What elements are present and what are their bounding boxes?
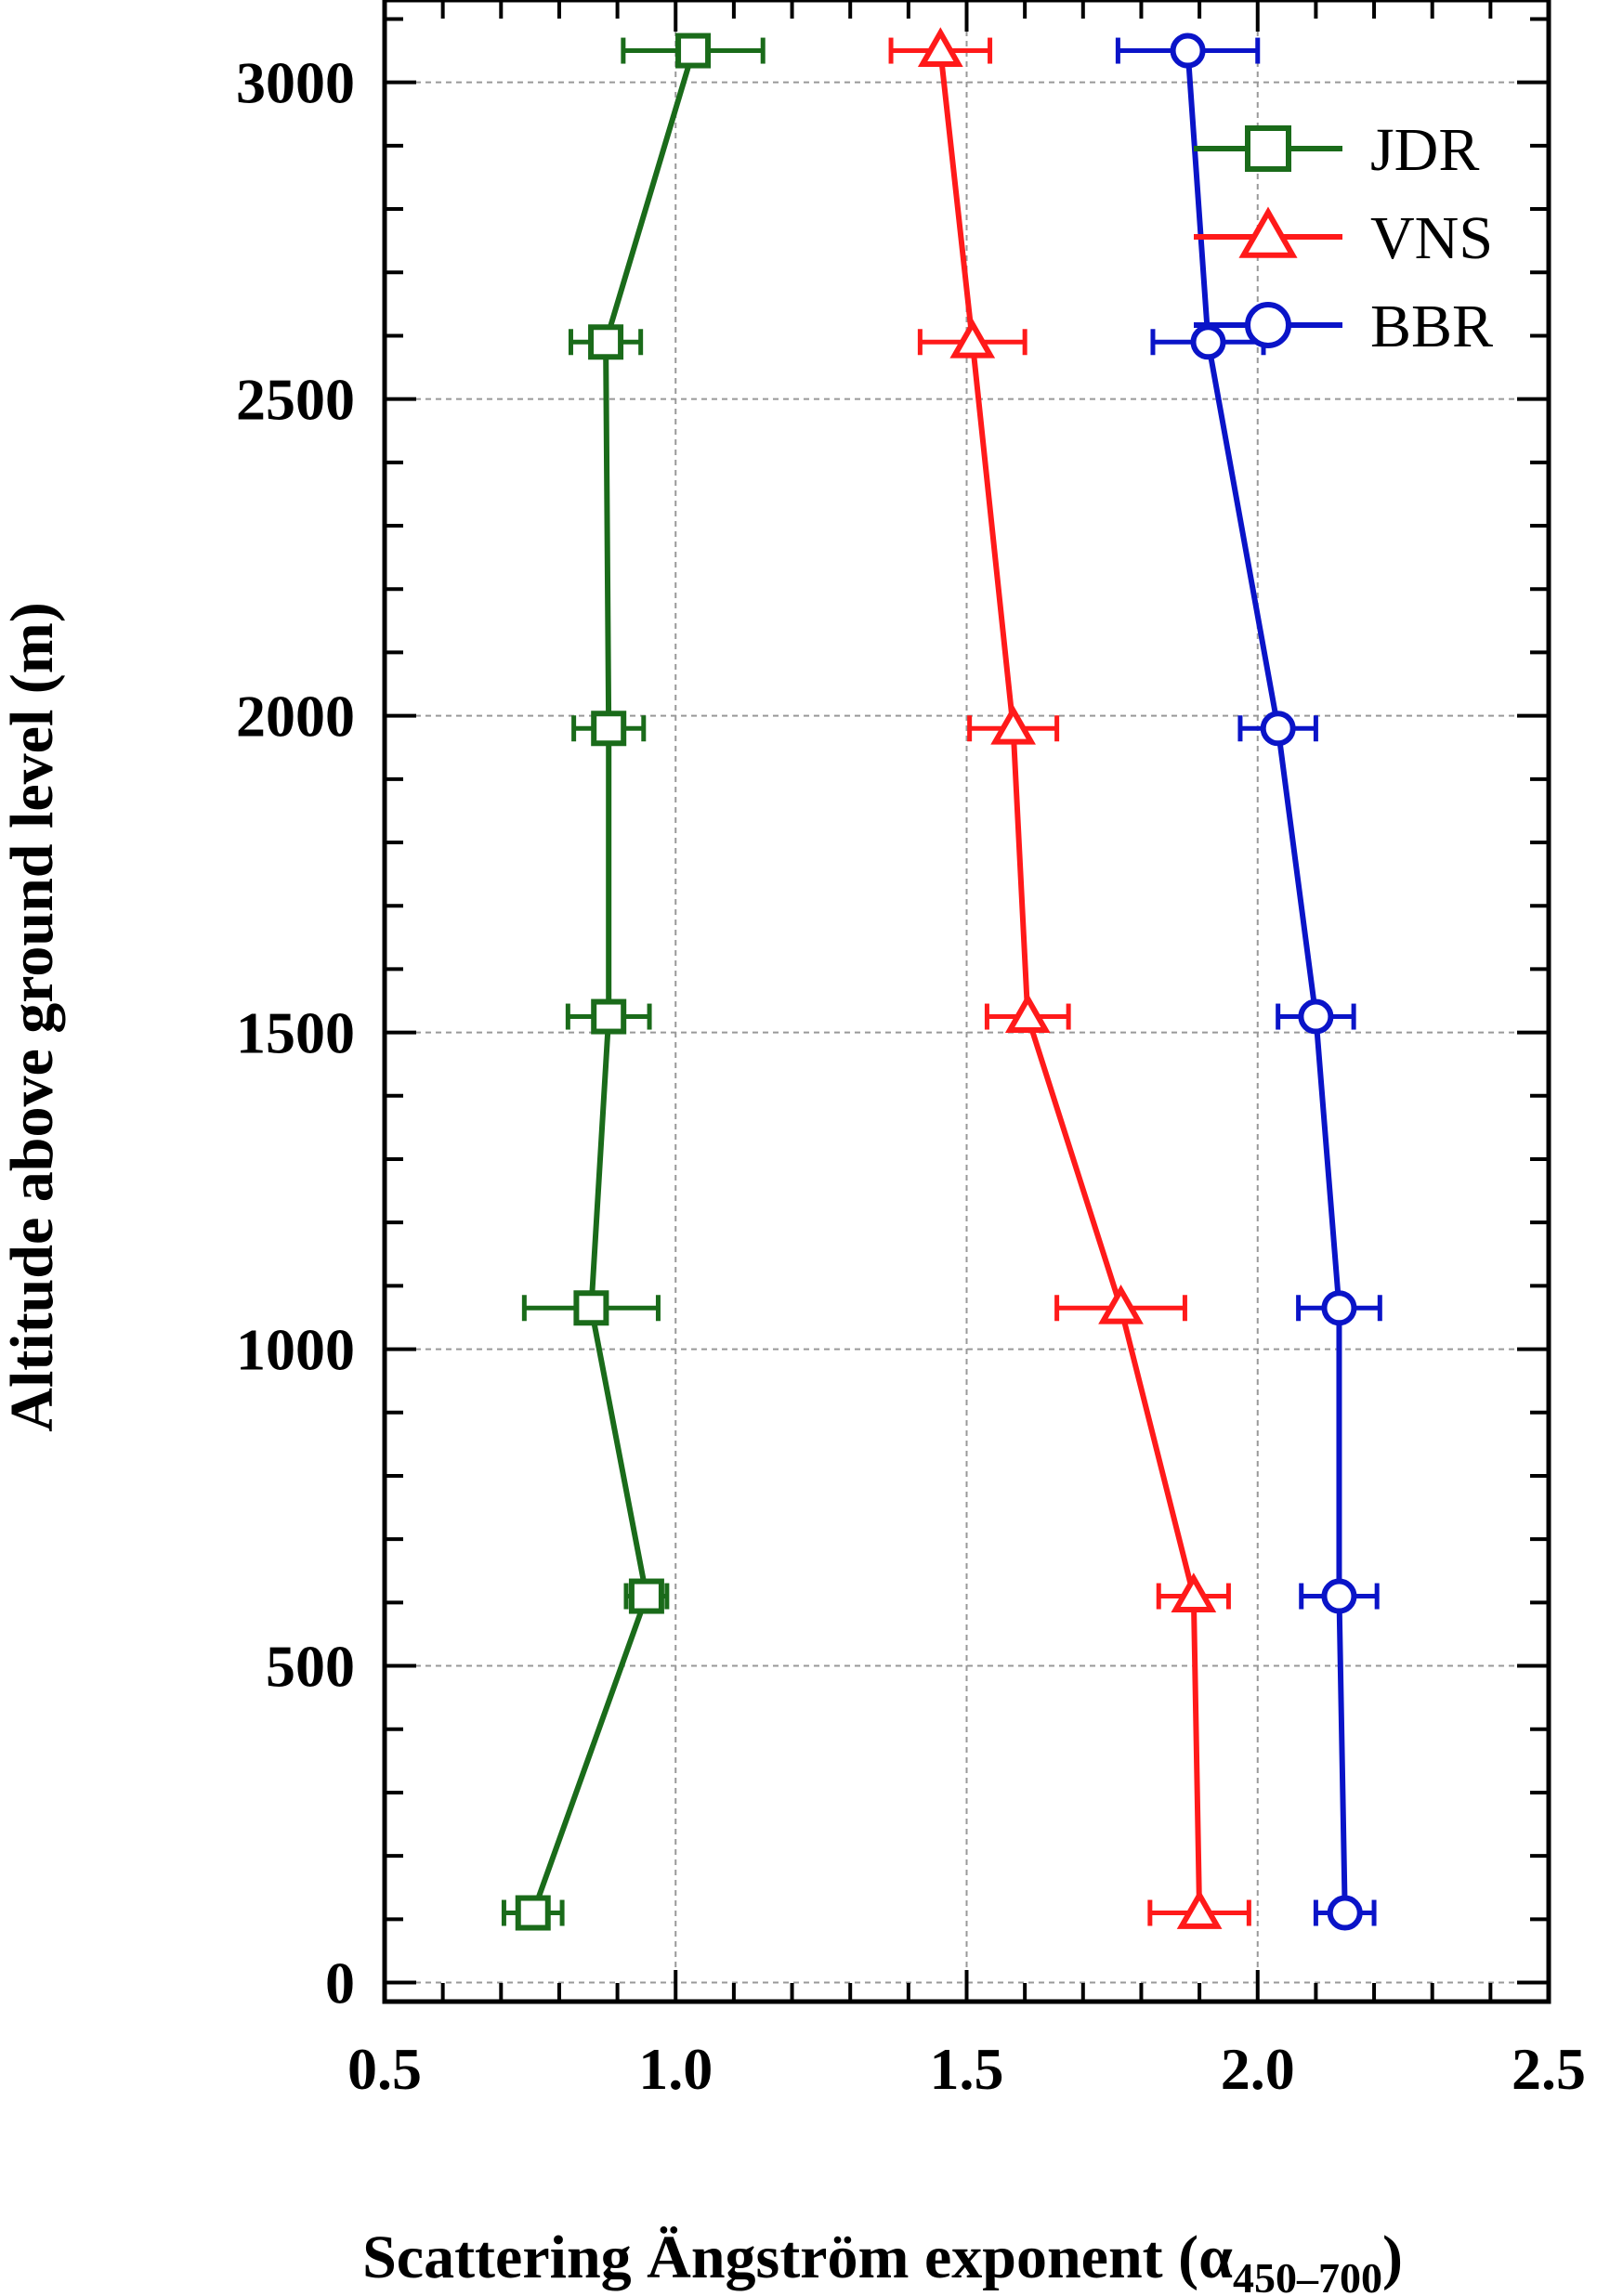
series-layer [501, 27, 1382, 1931]
data-point-jdr [591, 998, 627, 1035]
data-point-vns [1176, 1889, 1223, 1929]
x-axis-title: Scattering Ängström exponent (α450–700) [362, 2224, 1403, 2296]
data-point-bbr [1190, 324, 1226, 360]
data-point-vns [990, 705, 1036, 745]
x-axis-title-subscript: 450–700 [1233, 2254, 1382, 2296]
y-tick-label: 1000 [236, 1317, 355, 1383]
data-point-jdr [628, 1578, 664, 1614]
x-axis-title-close: ) [1382, 2224, 1403, 2291]
y-tick-label: 3000 [236, 50, 355, 116]
legend: JDR VNS BBR [1194, 116, 1493, 360]
plot-frame [382, 0, 1551, 2004]
x-axis-title-main: Scattering Ängström exponent (α [362, 2224, 1233, 2291]
y-tick-label: 2500 [236, 367, 355, 433]
x-tick-label: 1.5 [930, 2036, 1004, 2102]
x-tick-label: 0.5 [347, 2036, 422, 2102]
grid [385, 0, 1549, 2002]
data-point-vns [949, 319, 996, 359]
y-axis-title: Altitude above ground level (m) [0, 602, 66, 1431]
y-tick-label: 2000 [236, 684, 355, 750]
data-point-bbr [1321, 1578, 1357, 1614]
data-point-jdr [573, 1290, 609, 1326]
series-vns [888, 27, 1251, 1929]
series-jdr [501, 33, 766, 1931]
data-point-bbr [1260, 711, 1296, 747]
legend-label-vns: VNS [1370, 204, 1493, 272]
x-tick-label: 1.0 [638, 2036, 713, 2102]
data-point-jdr [675, 33, 712, 69]
tick-labels: 0.5 1.0 1.5 2.0 2.5 0 500 1000 1500 2000 2500 3000 [236, 50, 1586, 2102]
data-point-vns [1004, 993, 1051, 1033]
data-point-jdr [515, 1895, 551, 1931]
x-tick-label: 2.0 [1221, 2036, 1295, 2102]
data-point-vns [917, 27, 963, 67]
series-bbr [1115, 33, 1382, 1931]
data-point-jdr [588, 324, 624, 360]
x-tick-label: 2.5 [1512, 2036, 1586, 2102]
data-point-bbr [1321, 1290, 1357, 1326]
legend-marker-vns [1238, 206, 1298, 258]
y-tick-label: 500 [266, 1634, 355, 1700]
data-point-bbr [1170, 33, 1206, 69]
data-point-jdr [591, 711, 627, 747]
legend-label-jdr: JDR [1370, 116, 1479, 184]
y-tick-label: 1500 [236, 1000, 355, 1066]
data-point-vns [1098, 1285, 1144, 1324]
legend-marker-bbr [1245, 302, 1291, 348]
y-tick-label: 0 [325, 1950, 355, 2016]
legend-marker-jdr [1245, 125, 1291, 172]
data-point-vns [1171, 1572, 1217, 1612]
data-point-bbr [1298, 998, 1334, 1035]
data-point-bbr [1327, 1895, 1363, 1931]
legend-label-bbr: BBR [1370, 293, 1493, 360]
axis-ticks [383, 0, 1551, 2002]
